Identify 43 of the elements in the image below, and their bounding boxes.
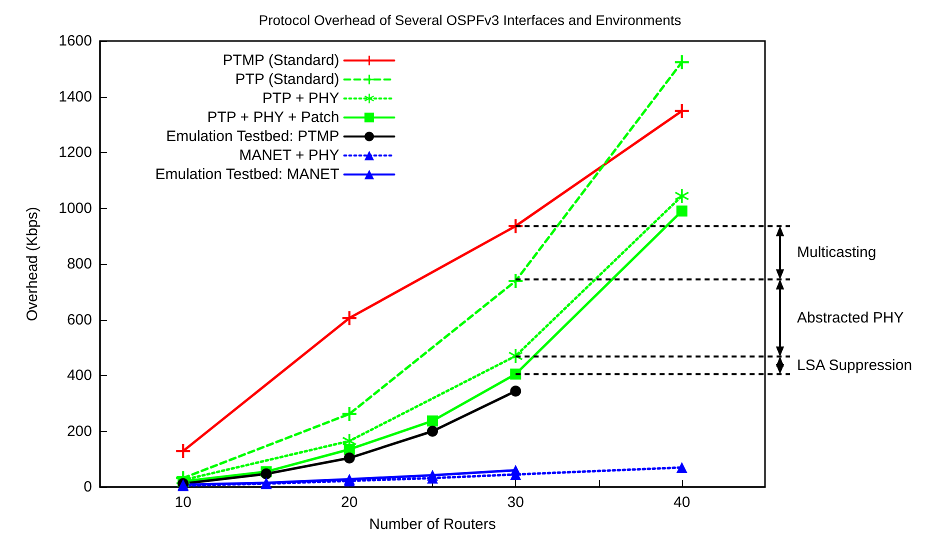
y-tick-label: 1000	[58, 200, 92, 217]
point	[510, 386, 522, 397]
y-tick-label: 1400	[58, 88, 92, 106]
text: Abstracted PHY	[797, 309, 904, 326]
point	[510, 368, 522, 380]
point	[342, 406, 356, 421]
x-tick-label: 40	[674, 494, 690, 511]
point	[344, 452, 355, 464]
y-tick-label: 200	[66, 422, 92, 440]
point	[427, 426, 438, 437]
point	[508, 348, 523, 363]
point	[342, 311, 356, 326]
y-axis-title: Overhead (Kbps)	[24, 206, 41, 322]
x-tick-label: 10	[174, 494, 192, 511]
y-tick-label: 1200	[58, 144, 92, 161]
point	[427, 470, 438, 481]
y-tick-label: 0	[84, 478, 92, 496]
legend-label: PTMP (Standard)	[222, 52, 340, 69]
chart-title: Protocol Overhead of Several OSPFv3 Interfaces and Environments	[258, 12, 682, 28]
x-axis-title: Number of Routers	[369, 516, 496, 533]
legend-label: MANET + PHY	[239, 147, 340, 164]
point	[674, 188, 689, 203]
point	[260, 477, 272, 488]
y-tick-label: 400	[66, 367, 92, 384]
y-tick-label: 600	[66, 311, 92, 328]
y-tick-label: 800	[66, 256, 92, 272]
legend-label: Emulation Testbed: PTMP	[166, 128, 340, 145]
point	[176, 444, 190, 458]
point	[676, 206, 688, 217]
x-tick-label: 30	[507, 494, 524, 511]
legend-label: Emulation Testbed: MANET	[155, 166, 340, 183]
x-tick-label: 20	[341, 494, 358, 511]
legend-label: PTP + PHY	[262, 90, 340, 107]
point	[674, 104, 689, 118]
text: LSA Suppression	[797, 356, 912, 374]
text: Multicasting	[797, 244, 876, 262]
point	[674, 55, 689, 70]
point	[427, 415, 438, 426]
point	[676, 462, 688, 473]
point	[510, 464, 522, 476]
legend-label: PTP (Standard)	[235, 71, 340, 88]
legend-label: PTP + PHY + Patch	[207, 109, 340, 126]
y-tick-label: 1600	[58, 32, 92, 50]
